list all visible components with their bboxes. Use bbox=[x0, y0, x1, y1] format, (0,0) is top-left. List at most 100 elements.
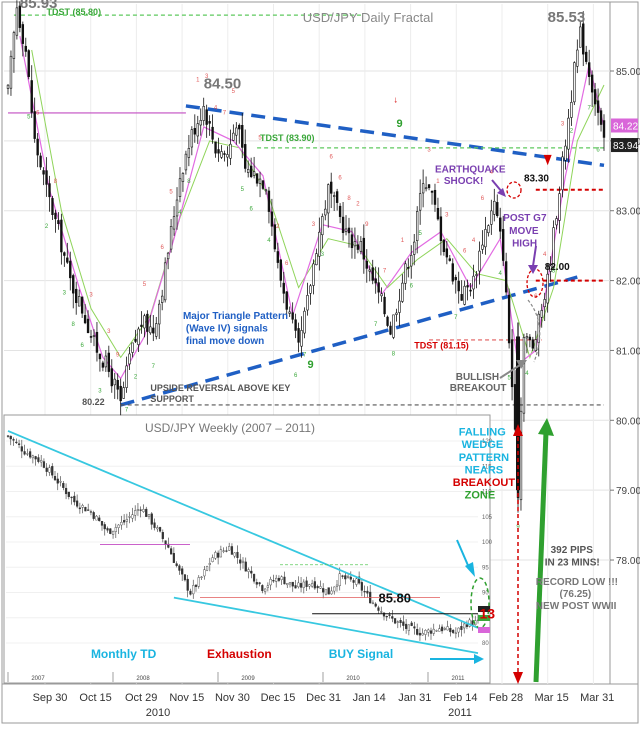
td-count-number: 6 bbox=[410, 284, 414, 290]
weekly-candle-body bbox=[84, 507, 87, 512]
td-count-number: 6 bbox=[463, 249, 467, 255]
x-tick-label: Jan 31 bbox=[398, 692, 431, 704]
weekly-lines bbox=[7, 430, 479, 655]
weekly-candle-body bbox=[111, 530, 115, 535]
daily-candle-body bbox=[42, 170, 45, 175]
weekly-candle-body bbox=[197, 577, 200, 587]
weekly-candle-body bbox=[305, 580, 308, 587]
weekly-candle-body bbox=[435, 630, 438, 632]
daily-candle-body bbox=[386, 316, 389, 326]
weekly-candle-body bbox=[158, 527, 162, 532]
weekly-candle-body bbox=[70, 496, 73, 499]
daily-candle-body bbox=[187, 148, 191, 158]
daily-candle-body bbox=[258, 178, 262, 184]
daily-candle-body bbox=[555, 218, 558, 226]
daily-candle-body bbox=[83, 315, 87, 324]
td-count-number: 6 bbox=[481, 196, 485, 202]
weekly-annotation: Exhaustion bbox=[207, 647, 272, 661]
weekly-candle-body bbox=[134, 510, 137, 516]
daily-candle-body bbox=[279, 259, 282, 281]
weekly-year-label: 2011 bbox=[452, 676, 466, 682]
weekly-candle-body bbox=[170, 548, 173, 555]
weekly-candle-body bbox=[374, 603, 377, 607]
daily-candle-body bbox=[211, 126, 214, 140]
weekly-grid bbox=[6, 440, 478, 644]
weekly-candle-body bbox=[335, 584, 339, 587]
weekly-signal-arrow-head bbox=[474, 654, 484, 664]
daily-candle-body bbox=[217, 149, 220, 154]
daily-annotation: BREAKOUT bbox=[453, 477, 516, 489]
td-count-number: 6 bbox=[338, 175, 342, 181]
weekly-candle-body bbox=[81, 505, 84, 508]
td-count-number: 2 bbox=[45, 224, 49, 230]
daily-candle-body bbox=[107, 352, 111, 372]
weekly-candle-body bbox=[103, 524, 106, 530]
daily-candle-body bbox=[427, 184, 431, 189]
daily-candle-body bbox=[460, 294, 463, 301]
daily-annotation: TDST (85.80) bbox=[47, 7, 102, 17]
weekly-candle-body bbox=[452, 630, 455, 633]
td-count-number: 4 bbox=[543, 252, 547, 258]
daily-candle-body bbox=[193, 128, 196, 135]
daily-annotation: UPSIDE REVERSAL ABOVE KEY bbox=[150, 383, 290, 393]
weekly-candle-body bbox=[363, 591, 366, 593]
td-count-number: 8 bbox=[347, 196, 351, 202]
daily-candle-body bbox=[546, 273, 549, 304]
daily-candle-body bbox=[202, 106, 205, 121]
daily-annotation: 392 PIPS bbox=[551, 545, 594, 556]
weekly-candle-body bbox=[429, 630, 433, 634]
weekly-candle-body bbox=[136, 509, 140, 511]
daily-candle-body bbox=[15, 7, 19, 36]
daily-candle-body bbox=[69, 260, 72, 279]
weekly-candle-body bbox=[269, 579, 272, 586]
weekly-candle-body bbox=[233, 552, 236, 557]
weekly-candle-body bbox=[319, 586, 322, 589]
td-count-number: 4 bbox=[178, 210, 182, 216]
daily-candle-body bbox=[590, 74, 594, 93]
daily-candle-body bbox=[33, 111, 36, 139]
daily-candle-body bbox=[436, 207, 440, 220]
weekly-inset-panel: USD/JPY Weekly (2007 – 2011) 120 115 110 10… bbox=[3, 414, 493, 684]
weekly-candle-body bbox=[64, 487, 68, 495]
daily-candle-body bbox=[504, 261, 508, 293]
daily-candle-body bbox=[368, 269, 371, 272]
td-count-number: 4 bbox=[525, 371, 529, 377]
weekly-candle-body bbox=[258, 582, 261, 585]
weekly-candle-body bbox=[189, 590, 192, 595]
daily-candle-body bbox=[196, 123, 199, 137]
daily-candle-body bbox=[104, 355, 108, 368]
weekly-candle-body bbox=[183, 574, 187, 581]
td-count-number: 3 bbox=[321, 252, 325, 258]
weekly-candle-body bbox=[78, 507, 81, 510]
price-tag-box bbox=[611, 138, 638, 153]
weekly-candle-body bbox=[264, 588, 267, 592]
crash-arrow-down-head bbox=[513, 672, 523, 684]
weekly-candle-body bbox=[15, 441, 18, 444]
td-count-number: 5 bbox=[27, 115, 31, 121]
td-count-number: 3 bbox=[98, 388, 102, 394]
td-count-number: 2 bbox=[276, 224, 280, 230]
td-count-number: 8 bbox=[187, 179, 191, 185]
y-axis-panel bbox=[609, 1, 639, 685]
weekly-candle-body bbox=[98, 517, 101, 522]
weekly-candle-body bbox=[275, 577, 278, 582]
slow-ma-line bbox=[31, 49, 605, 360]
daily-candle-body bbox=[454, 277, 457, 281]
weekly-candle-body bbox=[48, 467, 51, 473]
daily-candle-body bbox=[579, 26, 582, 48]
weekly-candle-body bbox=[283, 576, 286, 585]
daily-candle-body bbox=[528, 336, 532, 340]
daily-annotation: 13 bbox=[479, 605, 495, 621]
daily-candle-body bbox=[534, 339, 537, 351]
daily-candle-body bbox=[582, 23, 585, 55]
daily-candle-body bbox=[324, 208, 327, 216]
daily-candle-body bbox=[199, 120, 202, 126]
daily-candle-body bbox=[77, 296, 81, 307]
weekly-candle-body bbox=[40, 460, 43, 463]
x-tick-label: Feb 14 bbox=[443, 692, 477, 704]
weekly-candle-body bbox=[67, 491, 70, 498]
weekly-y-tick-label: 115 bbox=[482, 464, 492, 470]
td-count-number: 9 bbox=[365, 222, 369, 228]
daily-candle-body bbox=[398, 300, 401, 313]
td-count-number: 4 bbox=[214, 105, 218, 111]
